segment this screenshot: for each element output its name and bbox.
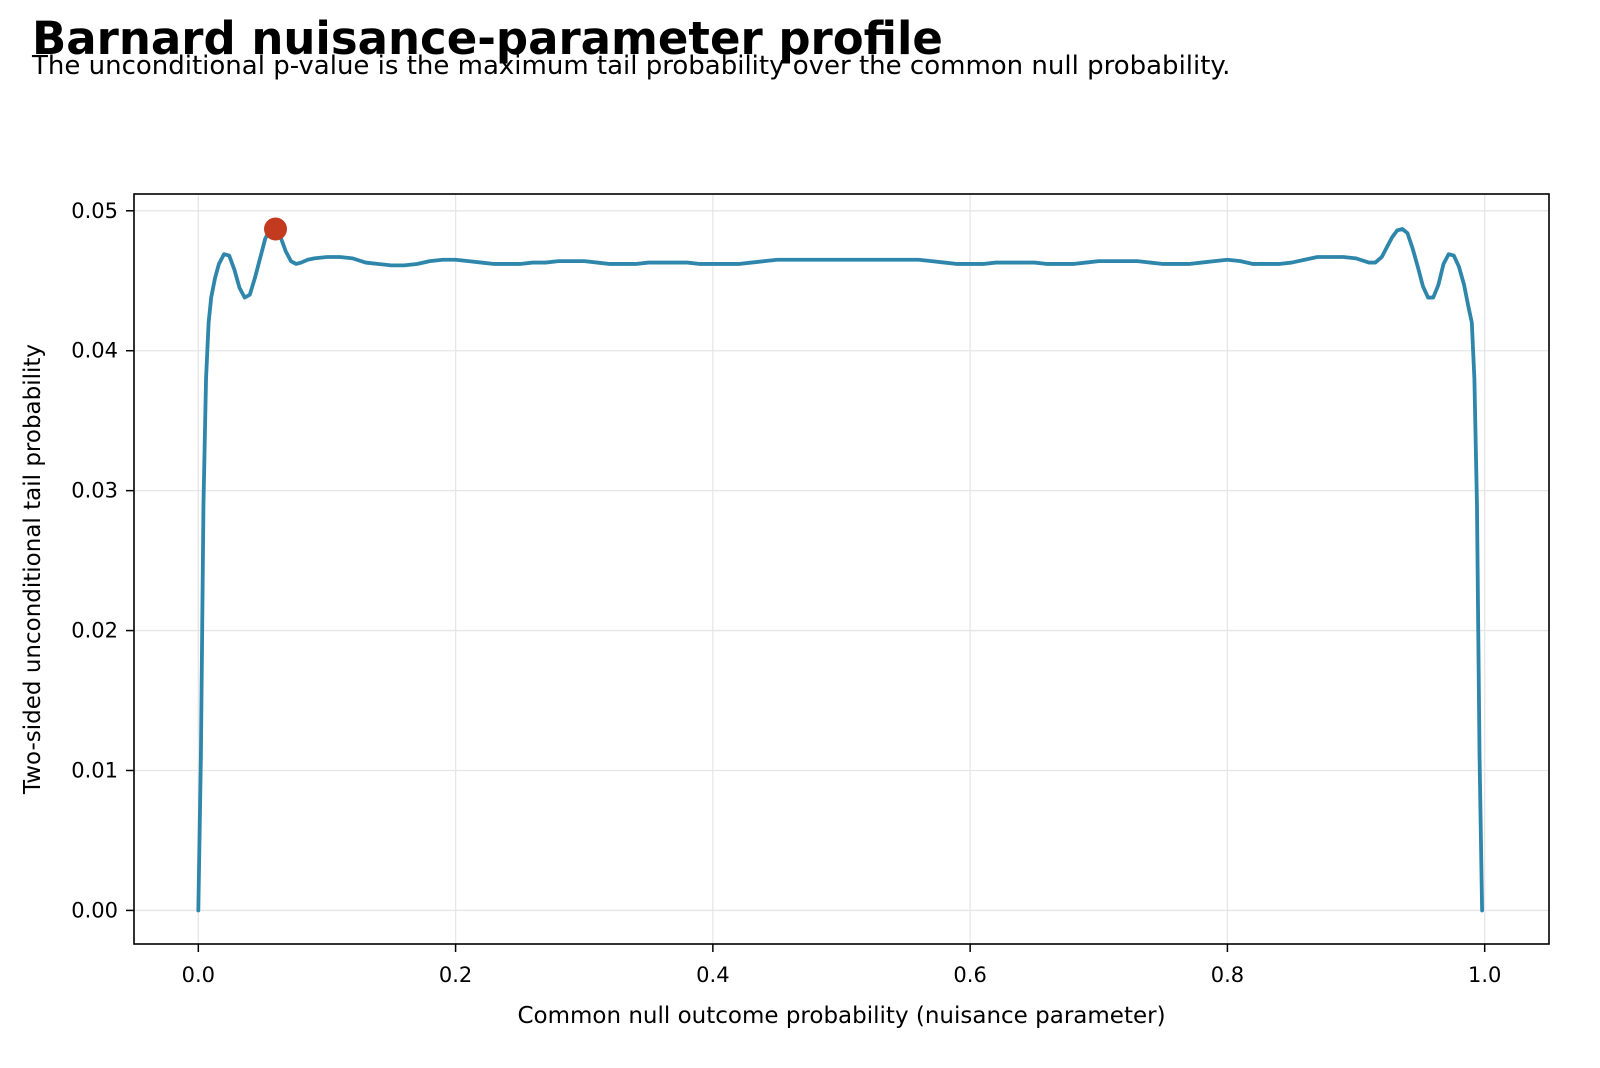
chart-title: Barnard nuisance-parameter profile <box>32 12 943 65</box>
plot-frame <box>133 193 1550 945</box>
tail-probability-line <box>196 227 1485 913</box>
x-tick-label: 0.4 <box>696 963 729 987</box>
grid-lines <box>134 194 1549 944</box>
y-tick-label: 0.00 <box>71 898 118 922</box>
y-tick-label: 0.03 <box>71 479 118 503</box>
y-tick-label: 0.02 <box>71 619 118 643</box>
x-tick-label: 0.0 <box>182 963 215 987</box>
x-axis-label: Common null outcome probability (nuisanc… <box>517 1003 1165 1029</box>
x-tick-label: 0.2 <box>439 963 472 987</box>
x-tick-label: 1.0 <box>1468 963 1501 987</box>
y-tick-label: 0.04 <box>71 339 118 363</box>
x-tick-label: 0.8 <box>1211 963 1244 987</box>
chart-subtitle: The unconditional p-value is the maximum… <box>32 51 1231 81</box>
axis-ticks: 0.0 0.2 0.4 0.6 0.8 1.0 0.00 0.01 0.02 0.03 0.04 0.… <box>71 199 1501 987</box>
y-tick-label: 0.01 <box>71 758 118 782</box>
max-point-marker <box>264 217 287 241</box>
y-tick-label: 0.05 <box>71 199 118 223</box>
data-layer <box>196 217 1485 913</box>
x-tick-label: 0.6 <box>953 963 986 987</box>
y-axis-label: Two-sided unconditional tail probability <box>20 344 46 795</box>
